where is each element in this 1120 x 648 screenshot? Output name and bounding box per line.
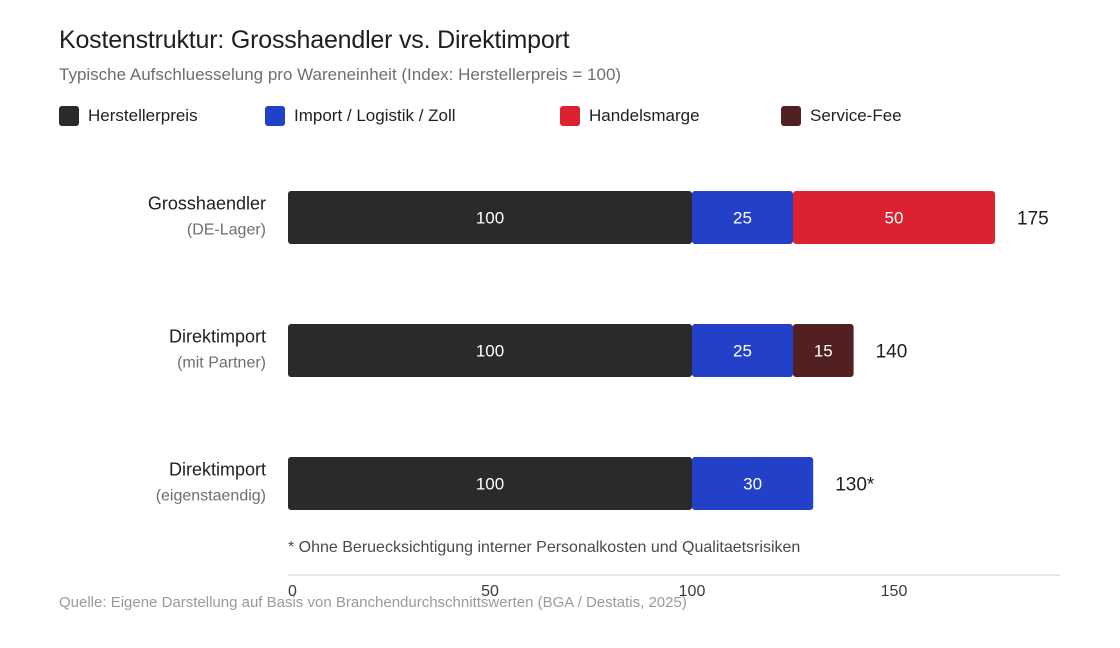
chart-subtitle: Typische Aufschluesselung pro Wareneinhe… [59, 65, 622, 84]
category-label-0: Grosshaendler [148, 194, 266, 214]
bar-segment-1-service-fee [793, 324, 854, 377]
category-sublabel-1: (mit Partner) [177, 355, 266, 372]
x-tick-label-0: 0 [288, 583, 297, 600]
category-label-1: Direktimport [169, 327, 266, 347]
legend-item-herstellerpreis: Herstellerpreis [59, 106, 198, 126]
bar-segment-0-herstellerpreis [288, 191, 692, 244]
bar-value-label-0-0: 100 [476, 209, 504, 228]
category-sublabel-2: (eigenstaendig) [156, 488, 266, 505]
bar-segment-1-import-logistik-zoll [692, 324, 793, 377]
bar-total-label-1: 140 [876, 342, 908, 363]
footnote: * Ohne Beruecksichtigung interner Person… [288, 539, 800, 556]
category-sublabel-0: (DE-Lager) [187, 222, 266, 239]
legend-swatch-herstellerpreis [59, 106, 79, 126]
x-tick-label-50: 50 [481, 583, 499, 600]
bar-segment-1-herstellerpreis [288, 324, 692, 377]
bar-value-label-1-1: 25 [733, 342, 752, 361]
bar-value-label-0-2: 50 [885, 209, 904, 228]
bar-segment-2-herstellerpreis [288, 457, 692, 510]
legend-item-handelsmarge: Handelsmarge [560, 106, 700, 126]
legend-label-herstellerpreis: Herstellerpreis [88, 106, 198, 125]
bar-value-label-0-1: 25 [733, 209, 752, 228]
bar-segment-0-handelsmarge [793, 191, 995, 244]
category-label-2: Direktimport [169, 460, 266, 480]
legend-item-service-fee: Service-Fee [781, 106, 902, 126]
chart-title: Kostenstruktur: Grosshaendler vs. Direkt… [59, 26, 570, 54]
x-tick-label-100: 100 [679, 583, 706, 600]
legend-label-service-fee: Service-Fee [810, 106, 902, 125]
bar-value-label-2-0: 100 [476, 475, 504, 494]
legend-item-import: Import / Logistik / Zoll [265, 106, 456, 126]
bar-value-label-2-1: 30 [743, 475, 762, 494]
bar-total-label-2: 130* [835, 475, 875, 496]
bar-value-label-1-0: 100 [476, 342, 504, 361]
legend-swatch-service-fee [781, 106, 801, 126]
bar-value-label-1-2: 15 [814, 342, 833, 361]
legend: Herstellerpreis Import / Logistik / Zoll… [0, 106, 1120, 128]
legend-swatch-handelsmarge [560, 106, 580, 126]
legend-label-import: Import / Logistik / Zoll [294, 106, 456, 125]
legend-swatch-import [265, 106, 285, 126]
bar-segment-0-import-logistik-zoll [692, 191, 793, 244]
x-tick-label-150: 150 [881, 583, 908, 600]
legend-label-handelsmarge: Handelsmarge [589, 106, 700, 125]
source-note: Quelle: Eigene Darstellung auf Basis von… [59, 594, 687, 611]
bar-segment-2-import-logistik-zoll [692, 457, 814, 510]
bar-total-label-0: 175 [1017, 209, 1049, 230]
